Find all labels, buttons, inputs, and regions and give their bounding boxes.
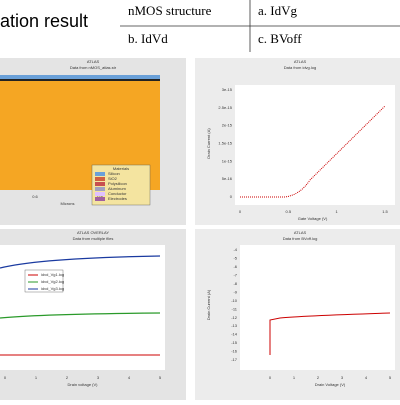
legend-entry: SiO2 [108, 176, 118, 181]
structure-layer [0, 75, 160, 81]
legend-entry: Silicon [108, 171, 120, 176]
x-tick-label: 0 [239, 209, 242, 214]
x-tick-label: 0 [4, 375, 7, 380]
curve [0, 255, 161, 269]
y-tick-label: -12 [231, 315, 238, 320]
curve [0, 312, 161, 319]
x-tick-label: 5 [389, 375, 392, 380]
table-cell: nMOS structure [128, 3, 212, 18]
y-tick-label: 3e-15 [222, 87, 233, 92]
y-tick-label: 0 [230, 194, 233, 199]
panel-subtitle: Data from nMOS_atlas.str [70, 65, 117, 70]
x-tick-label: 0.6 [32, 194, 38, 199]
y-tick-label: -11 [232, 306, 238, 311]
y-tick-label: -9 [233, 289, 237, 294]
x-label: Drain voltage (V) [67, 382, 98, 387]
y-label: Drain Current (A) [206, 128, 211, 159]
x-tick-label: 3 [97, 375, 100, 380]
y-tick-label: 5e-16 [222, 176, 233, 181]
x-tick-label: 1 [35, 375, 38, 380]
y-tick-label: -15 [231, 340, 238, 345]
x-tick-label: 1.5 [382, 209, 388, 214]
x-tick-label: 1 [293, 375, 296, 380]
table-cell: b. IdVd [128, 31, 168, 46]
legend-entry: Conductor [108, 191, 127, 196]
y-tick-label: -10 [231, 298, 238, 303]
legend-entry: Aluminum [108, 186, 126, 191]
y-tick-label: -16 [231, 349, 238, 354]
panel-subtitle: Data from BVoff.log [283, 236, 318, 241]
x-tick-label: 0.5 [286, 209, 292, 214]
plot-area [0, 245, 165, 370]
y-tick-label: 2e-15 [222, 123, 233, 128]
x-tick-label: 4 [365, 375, 368, 380]
x-tick-label: 0.8 [97, 194, 103, 199]
y-tick-label: -13 [231, 323, 238, 328]
legend-swatch [95, 172, 105, 176]
y-tick-label: -6 [233, 264, 237, 269]
legend-title: Materials [113, 166, 129, 171]
panel-subtitle: Data from idvg.log [284, 65, 316, 70]
y-tick-label: -7 [233, 272, 237, 277]
legend-swatch [95, 192, 105, 196]
x-label: Microns [60, 201, 74, 206]
legend-swatch [95, 177, 105, 181]
y-tick-label: -8 [233, 281, 237, 286]
legend-swatch [95, 182, 105, 186]
y-tick-label: -14 [231, 332, 238, 337]
y-tick-label: 2.5e-15 [218, 105, 232, 110]
legend-swatch [95, 187, 105, 191]
table-cell: a. IdVg [258, 3, 297, 18]
legend-entry: idvd_Vg3.log [41, 286, 64, 291]
y-tick-label: 1.5e-15 [218, 141, 232, 146]
table-cell: c. BVoff [258, 31, 302, 46]
panel-title: ATLAS [294, 59, 307, 64]
curve [240, 105, 386, 198]
x-label: Drain Voltage (V) [315, 382, 346, 387]
x-tick-label: 1 [336, 209, 339, 214]
x-tick-label: 2 [317, 375, 320, 380]
x-tick-label: 5 [159, 375, 162, 380]
y-label: Drain Current (A) [206, 289, 211, 320]
slide-title: ation result [0, 11, 88, 31]
panel-title: ATLAS [87, 59, 100, 64]
x-tick-label: 0 [269, 375, 272, 380]
x-tick-label: 2 [66, 375, 69, 380]
y-tick-label: -5 [233, 256, 237, 261]
legend-entry: Polysilicon [108, 181, 127, 186]
panel-title: ATLAS [294, 230, 307, 235]
x-label: Gate Voltage (V) [298, 216, 328, 221]
legend-entry: idvd_Vg2.log [41, 279, 64, 284]
plot-area [240, 245, 395, 370]
y-tick-label: -4 [233, 247, 237, 252]
curve [269, 312, 391, 355]
x-tick-label: 4 [128, 375, 131, 380]
y-tick-label: 1e-15 [222, 158, 233, 163]
structure-layer [0, 79, 160, 81]
x-tick-label: 3 [341, 375, 344, 380]
legend-entry: idvd_Vg1.log [41, 272, 64, 277]
y-tick-label: -17 [231, 357, 238, 362]
plot-area [235, 85, 395, 205]
panel-subtitle: Data from multiple files [73, 236, 114, 241]
panel-title: ATLAS OVERLAY [77, 230, 109, 235]
legend-entry: Electrodes [108, 196, 127, 201]
legend-swatch [95, 197, 105, 201]
